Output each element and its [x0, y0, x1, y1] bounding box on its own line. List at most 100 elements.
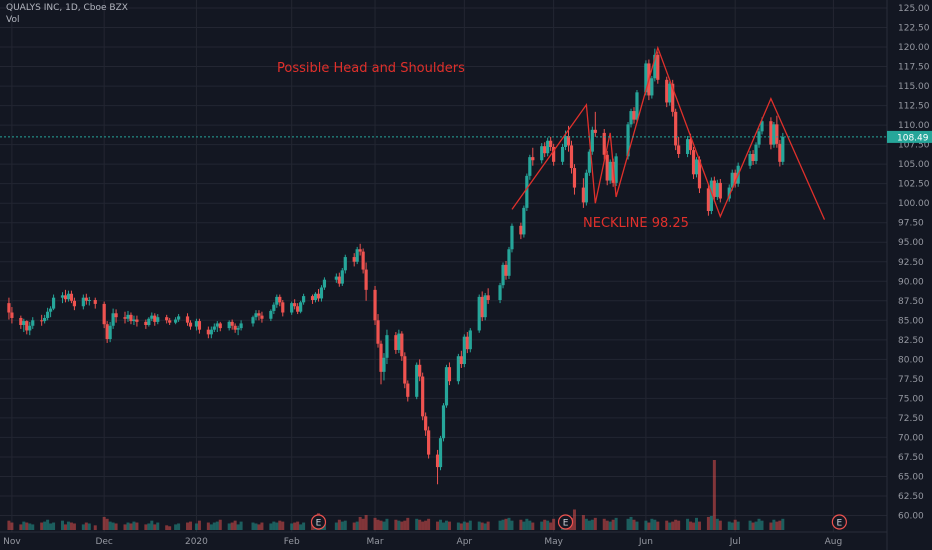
volume-bar	[635, 521, 639, 530]
volume-bar	[483, 523, 487, 530]
earnings-marker[interactable]: E	[310, 514, 327, 530]
candle-body	[40, 320, 44, 322]
volume-bar	[778, 520, 782, 530]
volume-bar	[689, 521, 693, 530]
candle-body	[656, 54, 660, 80]
candle-body	[394, 335, 398, 350]
candle-body	[546, 140, 550, 154]
price-tick-label: 95.00	[898, 238, 924, 248]
volume-bar	[706, 516, 710, 530]
candle-body	[296, 306, 300, 312]
candle-body	[444, 367, 449, 406]
volume-bar	[677, 520, 681, 530]
candle-body	[269, 310, 273, 319]
price-tick-label: 77.50	[898, 375, 924, 385]
candle-body	[340, 270, 344, 284]
candle-body	[674, 111, 678, 146]
volume-bar	[385, 518, 389, 530]
candle-body	[165, 317, 169, 321]
volume-bar	[340, 521, 344, 530]
candle-body	[290, 303, 294, 313]
candle-body	[69, 293, 74, 301]
candle-body	[358, 249, 362, 252]
volume-bar	[66, 521, 70, 530]
volume-bar	[608, 521, 612, 530]
volume-bar	[114, 523, 118, 530]
volume-bar	[715, 518, 719, 530]
volume-bar	[629, 516, 633, 530]
candle-body	[197, 321, 202, 330]
candle-body	[694, 159, 699, 175]
candle-body	[566, 136, 571, 146]
candle-body	[644, 63, 648, 93]
volume-bar	[709, 516, 713, 530]
volume-bar	[462, 521, 466, 530]
candle-body	[540, 146, 544, 161]
time-tick-label: Jun	[638, 537, 653, 547]
candle-body	[528, 157, 532, 176]
candle-body	[60, 295, 65, 298]
price-tick-label: 110.00	[898, 121, 930, 131]
volume-bar	[602, 518, 606, 530]
volume-bar	[296, 521, 300, 530]
candle-body	[441, 405, 446, 439]
candle-body	[185, 316, 190, 323]
candle-body	[507, 249, 511, 276]
price-tick-label: 107.50	[898, 141, 930, 151]
candle-body	[376, 320, 380, 344]
candle-body	[602, 132, 606, 155]
candle-body	[322, 279, 327, 288]
candle-body	[87, 300, 91, 302]
candle-body	[174, 319, 178, 323]
volume-bar	[334, 522, 338, 530]
volume-bar	[718, 520, 722, 530]
volume-bar	[772, 519, 776, 530]
volume-bar	[123, 524, 127, 530]
candle-body	[355, 249, 359, 262]
volume-bar	[129, 523, 133, 530]
volume-bar	[302, 522, 306, 530]
candle-body	[215, 323, 219, 327]
price-tick-label: 90.00	[898, 277, 924, 287]
candle-body	[626, 124, 630, 157]
candle-body	[772, 124, 776, 145]
candle-body	[10, 312, 14, 318]
earnings-marker[interactable]: E	[831, 514, 847, 530]
candle-body	[403, 356, 407, 384]
candle-body	[665, 79, 669, 103]
earnings-marker[interactable]: E	[557, 514, 574, 530]
volume-bar	[311, 523, 315, 530]
volume-bar	[549, 522, 553, 530]
earnings-marker-label: E	[316, 519, 322, 529]
volume-bar	[730, 522, 734, 530]
price-tick-label: 80.00	[898, 355, 924, 365]
candle-body	[156, 317, 160, 322]
candle-body	[748, 154, 752, 166]
candle-body	[531, 157, 535, 161]
volume-bar	[209, 524, 213, 530]
volume-bar	[572, 509, 576, 530]
candle-body	[730, 172, 734, 188]
volume-bar	[40, 522, 44, 530]
candle-body	[522, 207, 526, 235]
volume-header: Vol	[6, 15, 20, 25]
grid	[0, 0, 887, 532]
candle-body	[525, 175, 529, 208]
candle-body	[105, 324, 109, 340]
candle-body	[278, 296, 282, 303]
candle-body	[769, 121, 773, 145]
volume-bar	[427, 518, 431, 530]
volume-bar	[212, 522, 216, 530]
candle-body	[519, 225, 523, 235]
pattern-line	[511, 45, 826, 220]
candle-body	[552, 146, 556, 162]
candle-body	[364, 269, 368, 290]
candle-body	[176, 316, 181, 320]
candle-body	[629, 111, 633, 125]
volume-bar	[781, 518, 785, 530]
candle-body	[397, 333, 401, 350]
volume-bar	[111, 522, 115, 530]
earnings-marker-label: E	[837, 519, 843, 529]
volume-bar	[358, 516, 362, 530]
